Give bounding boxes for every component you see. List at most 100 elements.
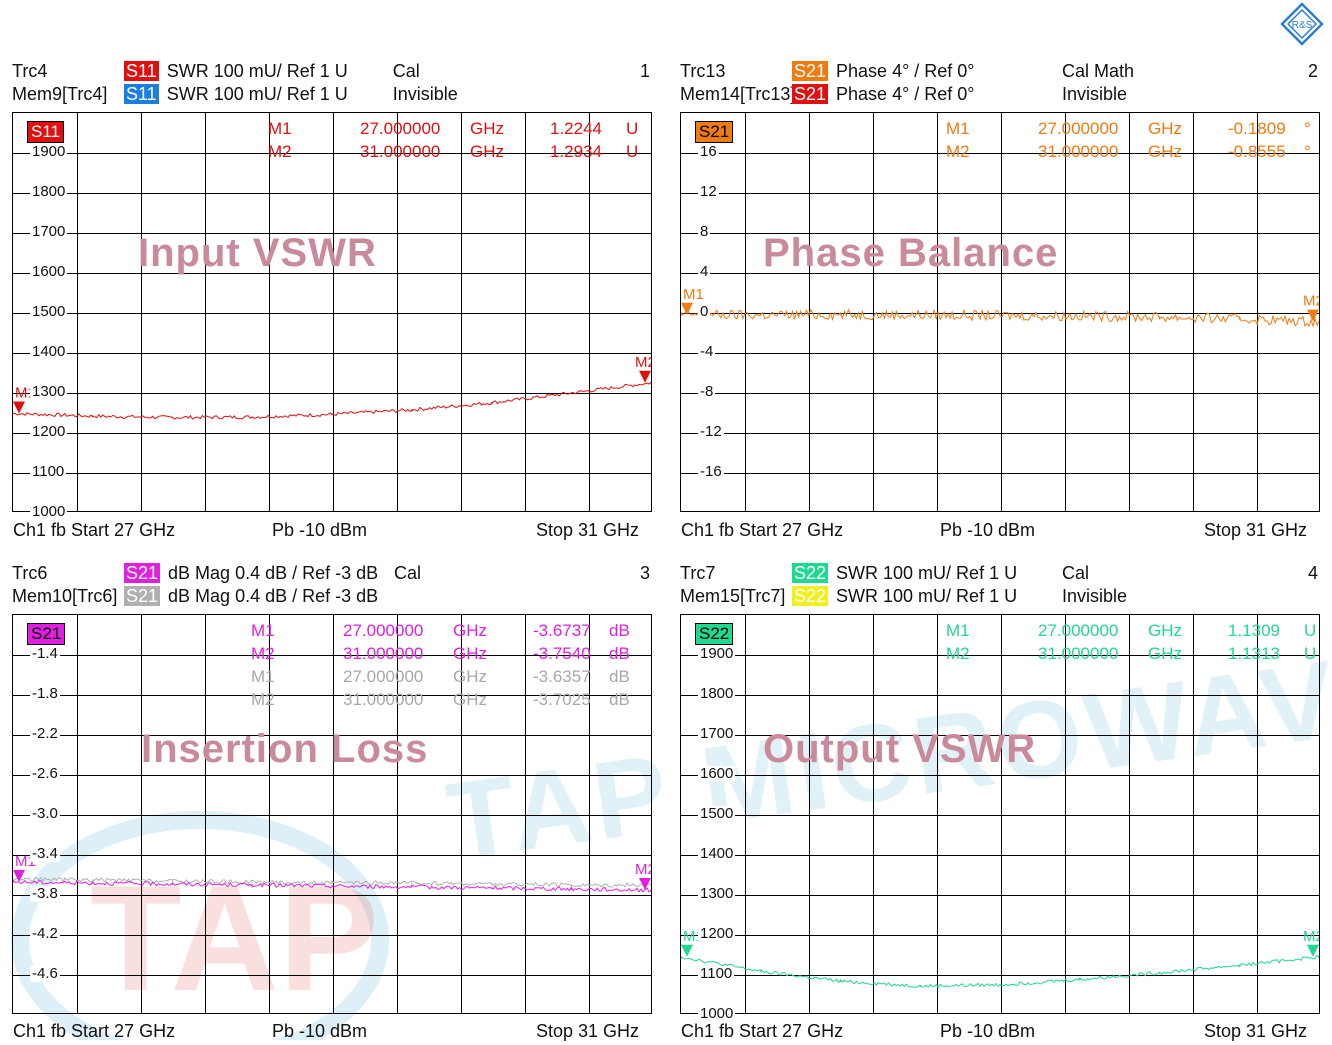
marker-frequency: 27.000000 bbox=[343, 621, 424, 640]
marker-value-unit: U bbox=[626, 119, 639, 138]
trace-name[interactable]: Trc4 bbox=[12, 61, 48, 81]
trace-data-point bbox=[1078, 315, 1081, 317]
footer-stop[interactable]: Stop 31 GHz bbox=[1204, 1021, 1308, 1041]
marker-triangle-m1[interactable] bbox=[13, 870, 25, 882]
marker-name[interactable]: M2 bbox=[268, 142, 292, 161]
memory-trace-name[interactable]: Mem9[Trc4] bbox=[12, 84, 108, 104]
memory-param-badge[interactable]: S21 bbox=[792, 84, 829, 104]
marker-triangle-m2[interactable] bbox=[1307, 309, 1319, 322]
marker-name[interactable]: M2 bbox=[251, 644, 275, 663]
marker-frequency-unit: GHz bbox=[453, 644, 487, 663]
plot-area[interactable]: Insertion Loss S21 M1 27.000000 GHz -3.6737 dB… bbox=[12, 614, 652, 1014]
trace-name[interactable]: Trc7 bbox=[680, 563, 716, 583]
grid-line-vertical bbox=[141, 113, 142, 511]
footer-stop[interactable]: Stop 31 GHz bbox=[536, 1021, 640, 1041]
trace-name[interactable]: Trc6 bbox=[12, 563, 48, 583]
marker-name[interactable]: M1 bbox=[251, 621, 275, 640]
footer-start[interactable]: Ch1 fb Start 27 GHz bbox=[681, 1021, 844, 1041]
footer-stop[interactable]: Stop 31 GHz bbox=[536, 520, 640, 540]
marker-name[interactable]: M2 bbox=[946, 142, 970, 161]
grid-line-horizontal bbox=[13, 895, 651, 896]
plot-area[interactable]: Output VSWR S22 M1 27.000000 GHz 1.1309 U M2 31.… bbox=[680, 614, 1320, 1014]
trace-format[interactable]: SWR 100 mU/ Ref 1 U bbox=[836, 563, 1018, 583]
marker-name[interactable]: M2 bbox=[251, 690, 275, 709]
grid-line-horizontal bbox=[681, 353, 1319, 354]
grid-line-horizontal bbox=[681, 655, 1319, 656]
y-tick-label: -4 bbox=[698, 343, 716, 360]
trace-data-point bbox=[13, 881, 14, 883]
marker-triangle-m1[interactable] bbox=[13, 401, 25, 414]
grid-line-horizontal bbox=[13, 655, 651, 656]
active-trace-badge[interactable]: S11 bbox=[27, 121, 64, 143]
footer-stop[interactable]: Stop 31 GHz bbox=[1204, 520, 1308, 540]
memory-format[interactable]: dB Mag 0.4 dB / Ref -3 dB bbox=[168, 586, 379, 606]
y-tick-label: 1100 bbox=[698, 965, 735, 982]
marker-name[interactable]: M1 bbox=[268, 119, 292, 138]
trace-data-point bbox=[1318, 955, 1319, 958]
trace-data-point bbox=[331, 413, 333, 416]
trace-data-point bbox=[251, 416, 254, 418]
marker-value-unit: dB bbox=[609, 690, 630, 709]
trace-data-point bbox=[251, 884, 254, 886]
marker-frequency: 27.000000 bbox=[360, 119, 441, 138]
active-trace-badge[interactable]: S22 bbox=[695, 623, 734, 645]
trace-format[interactable]: Phase 4° / Ref 0° bbox=[836, 61, 975, 81]
channel-number: 4 bbox=[1308, 563, 1319, 583]
trace-format[interactable]: SWR 100 mU/ Ref 1 U bbox=[166, 61, 348, 81]
memory-param-badge[interactable]: S11 bbox=[124, 84, 159, 104]
memory-param-badge[interactable]: S21 bbox=[124, 586, 161, 606]
trace-param-badge[interactable]: S22 bbox=[792, 563, 829, 583]
trace-data-point bbox=[331, 882, 333, 884]
memory-format[interactable]: SWR 100 mU/ Ref 1 U bbox=[836, 586, 1018, 606]
marker-triangle-m2[interactable] bbox=[1307, 944, 1319, 957]
grid-line-vertical bbox=[1129, 113, 1130, 511]
brand-logo: R&S bbox=[1280, 2, 1324, 51]
footer-power[interactable]: Pb -10 dBm bbox=[272, 520, 368, 540]
memory-format[interactable]: Phase 4° / Ref 0° bbox=[836, 84, 975, 104]
y-tick-label: -2.6 bbox=[30, 765, 60, 782]
marker-triangle-m1[interactable] bbox=[681, 302, 693, 315]
grid-line-vertical bbox=[937, 113, 938, 511]
plot-area[interactable]: Input VSWR S11 M1 27.000000 GHz 1.2244 U M2 31.0… bbox=[12, 112, 652, 512]
trace-param-badge[interactable]: S21 bbox=[792, 61, 829, 81]
memory-trace-name[interactable]: Mem15[Trc7] bbox=[680, 586, 786, 606]
trace-name[interactable]: Trc13 bbox=[680, 61, 726, 81]
trace-data-point bbox=[570, 392, 573, 394]
grid-line-horizontal bbox=[681, 313, 1319, 314]
marker-name[interactable]: M1 bbox=[251, 667, 275, 686]
marker-name[interactable]: M1 bbox=[946, 119, 970, 138]
memory-param-badge[interactable]: S22 bbox=[792, 586, 829, 606]
active-trace-badge[interactable]: S21 bbox=[27, 623, 66, 645]
grid-line-horizontal bbox=[681, 393, 1319, 394]
grid-line-vertical bbox=[809, 615, 810, 1013]
marker-name[interactable]: M2 bbox=[946, 644, 970, 663]
trace-param-badge[interactable]: S11 bbox=[124, 61, 159, 81]
active-trace-badge[interactable]: S21 bbox=[695, 121, 734, 143]
trace-line-s21-1[interactable] bbox=[13, 876, 651, 888]
trace-line-s21-0[interactable] bbox=[681, 308, 1319, 328]
footer-start[interactable]: Ch1 fb Start 27 GHz bbox=[681, 520, 844, 540]
marker-name[interactable]: M1 bbox=[946, 621, 970, 640]
marker-triangle-m2[interactable] bbox=[639, 878, 651, 890]
grid-line-vertical bbox=[461, 113, 462, 511]
trace-param-badge[interactable]: S21 bbox=[124, 563, 161, 583]
trace-format[interactable]: dB Mag 0.4 dB / Ref -3 dB bbox=[168, 563, 379, 583]
marker-value-unit: dB bbox=[609, 644, 630, 663]
marker-triangle-m2[interactable] bbox=[639, 370, 651, 383]
plot-area[interactable]: Phase Balance S21 M1 27.000000 GHz -0.1809 ° M2… bbox=[680, 112, 1320, 512]
marker-value: -3.6737 bbox=[533, 621, 591, 640]
trace-line-s22-0[interactable] bbox=[681, 954, 1319, 989]
footer-power[interactable]: Pb -10 dBm bbox=[272, 1021, 368, 1041]
memory-trace-name[interactable]: Mem14[Trc13] bbox=[680, 84, 796, 104]
footer-power[interactable]: Pb -10 dBm bbox=[940, 520, 1036, 540]
footer-start[interactable]: Ch1 fb Start 27 GHz bbox=[13, 1021, 176, 1041]
trace-data-point bbox=[999, 314, 1001, 317]
marker-triangle-m1[interactable] bbox=[681, 944, 693, 957]
memory-trace-name[interactable]: Mem10[Trc6] bbox=[12, 586, 118, 606]
footer-start[interactable]: Ch1 fb Start 27 GHz bbox=[13, 520, 176, 540]
trace-header-line1: Trc4 S11 SWR 100 mU/ Ref 1 U Cal bbox=[12, 60, 420, 82]
memory-format[interactable]: SWR 100 mU/ Ref 1 U bbox=[166, 84, 348, 104]
footer-power[interactable]: Pb -10 dBm bbox=[940, 1021, 1036, 1041]
trace-data-point bbox=[171, 880, 174, 882]
y-tick-label: 16 bbox=[698, 143, 719, 160]
